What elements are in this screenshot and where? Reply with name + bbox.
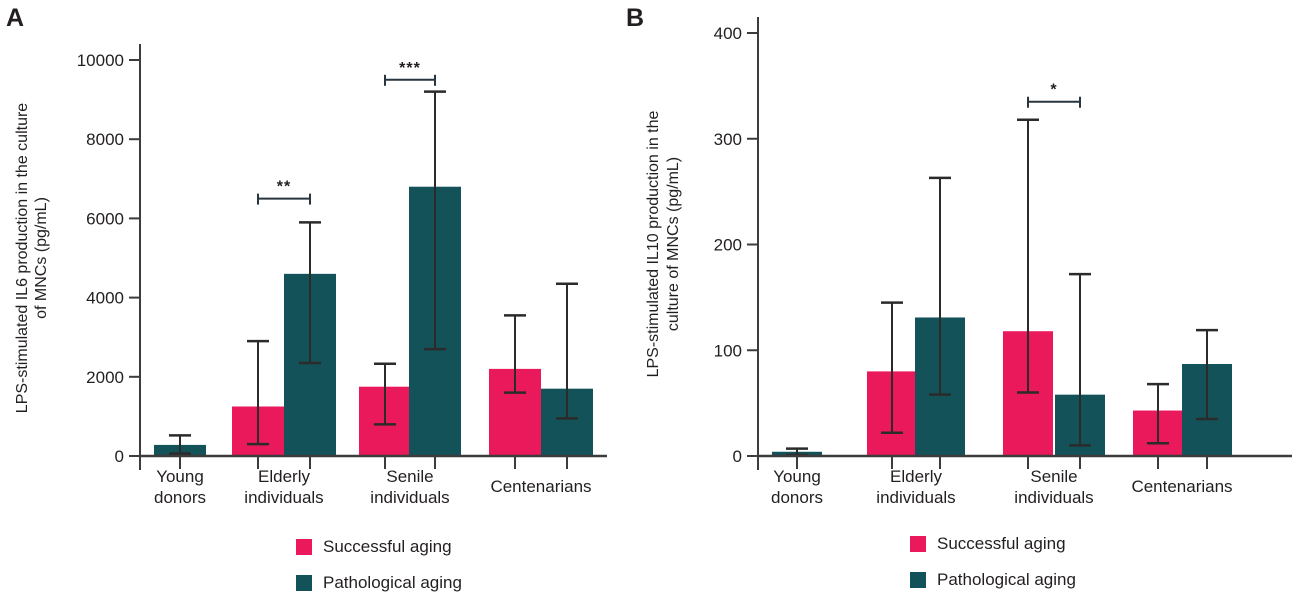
category-label-elderly-individuals: individuals <box>876 488 955 507</box>
panel-b-letter: B <box>626 4 645 32</box>
y-tick-label: 10000 <box>77 51 124 70</box>
category-label-senile-individuals: individuals <box>370 488 449 507</box>
y-axis-label-line2: of MNCs (pg/mL) <box>33 197 50 319</box>
category-label-young-donors: donors <box>154 488 206 507</box>
y-tick-label: 200 <box>714 236 742 255</box>
category-label-elderly-individuals: individuals <box>244 488 323 507</box>
panel-a-letter: A <box>6 4 25 32</box>
category-label-senile-individuals: individuals <box>1014 488 1093 507</box>
y-tick-label: 8000 <box>86 130 124 149</box>
panel-a: A LPS-stimulated IL6 production in the c… <box>0 0 620 604</box>
category-label-centenarians: Centenarians <box>490 477 591 496</box>
legend-item-successful-aging: Successful aging <box>296 538 462 555</box>
legend-swatch-successful-aging <box>296 538 312 555</box>
category-label-senile-individuals: Senile <box>1030 467 1077 486</box>
category-label-senile-individuals: Senile <box>386 467 433 486</box>
legend-label-pathological-aging: Pathological aging <box>323 573 462 592</box>
y-tick-label: 400 <box>714 24 742 43</box>
y-axis-label-line2: culture of MNCs (pg/mL) <box>665 157 682 331</box>
legend-swatch-pathological-aging <box>910 571 926 588</box>
category-label-young-donors: Young <box>773 467 821 486</box>
y-tick-label: 0 <box>115 447 124 466</box>
legend: Successful aging Pathological aging <box>910 535 1076 588</box>
legend-item-pathological-aging: Pathological aging <box>296 574 462 591</box>
y-tick-label: 0 <box>733 447 742 466</box>
y-tick-label: 100 <box>714 341 742 360</box>
y-axis-label-line1: LPS-stimulated IL10 production in the <box>645 110 662 377</box>
legend-label-successful-aging: Successful aging <box>323 537 452 556</box>
category-label-young-donors: Young <box>156 467 204 486</box>
y-tick-label: 6000 <box>86 209 124 228</box>
legend-swatch-pathological-aging <box>296 574 312 591</box>
panel-b-chart: LPS-stimulated IL10 production in the cu… <box>645 17 1292 507</box>
panel-b: B LPS-stimulated IL10 production in the … <box>620 0 1295 604</box>
legend: Successful aging Pathological aging <box>296 538 462 591</box>
y-tick-label: 4000 <box>86 289 124 308</box>
legend-label-pathological-aging: Pathological aging <box>937 570 1076 589</box>
y-tick-label: 2000 <box>86 368 124 387</box>
y-tick-label: 300 <box>714 130 742 149</box>
panel-a-chart: LPS-stimulated IL6 production in the cul… <box>14 44 607 507</box>
category-label-elderly-individuals: Elderly <box>258 467 310 486</box>
legend-label-successful-aging: Successful aging <box>937 534 1066 553</box>
significance-label: ** <box>277 179 291 196</box>
category-label-elderly-individuals: Elderly <box>890 467 942 486</box>
category-label-centenarians: Centenarians <box>1131 477 1232 496</box>
category-label-young-donors: donors <box>771 488 823 507</box>
legend-swatch-successful-aging <box>910 535 926 552</box>
significance-label: *** <box>399 60 421 77</box>
legend-item-successful-aging: Successful aging <box>910 535 1076 552</box>
legend-item-pathological-aging: Pathological aging <box>910 571 1076 588</box>
significance-label: * <box>1050 82 1057 99</box>
y-axis-label-line1: LPS-stimulated IL6 production in the cul… <box>14 103 31 414</box>
